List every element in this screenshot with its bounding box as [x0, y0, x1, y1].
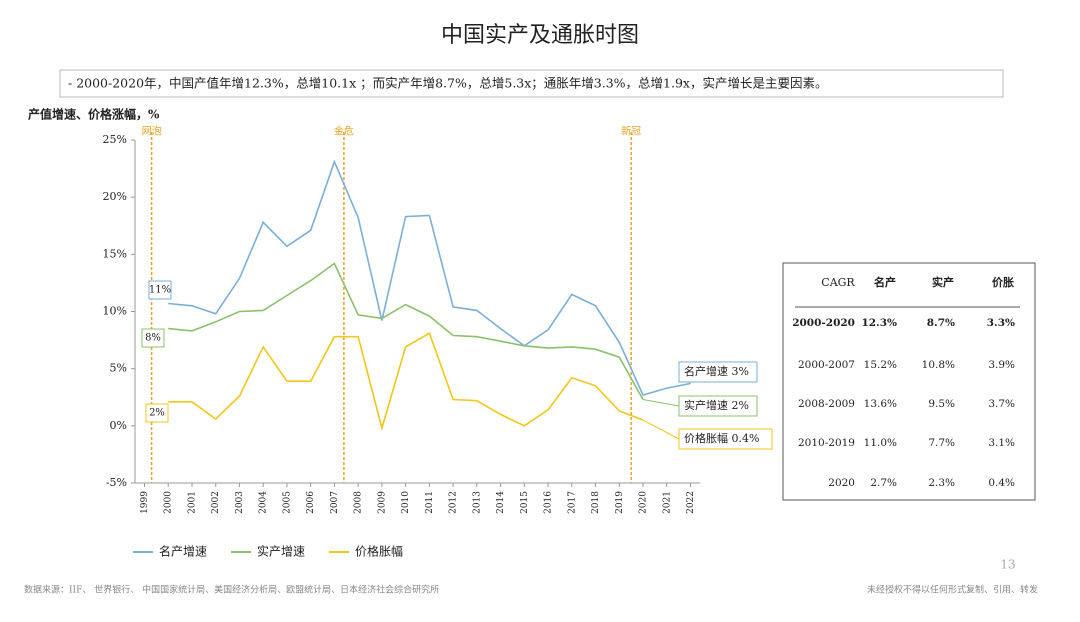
x-tick-label: 2018 [591, 491, 601, 514]
table-cell: 2020 [828, 477, 855, 489]
notice: 未经授权不得以任何形式复制、引用、转发 [867, 584, 1038, 596]
y-tick-label: 5% [110, 362, 127, 375]
table-cell: 3.9% [988, 359, 1015, 371]
end-label: 实产增速 2% [684, 398, 749, 412]
y-tick-label: 0% [110, 419, 127, 432]
x-tick-label: 2004 [259, 491, 269, 514]
table-cell: 2000-2007 [798, 359, 855, 371]
x-tick-label: 2003 [235, 491, 245, 514]
subtitle: - 2000-2020年，中国产值年增12.3%，总增10.1x ；而实产年增8… [68, 76, 827, 91]
series-line [168, 262, 644, 400]
event-label: 网泡 [142, 125, 162, 138]
x-tick-label: 2014 [496, 491, 506, 514]
y-tick-label: 15% [103, 247, 127, 260]
table-cell: 7.7% [928, 437, 955, 449]
x-tick-label: 1999 [140, 491, 150, 514]
y-axis-label: 产值增速、价格涨幅，% [28, 107, 160, 122]
table-cell: 2008-2009 [798, 398, 855, 410]
subtitle-box [59, 69, 1004, 98]
table-header: 名产 [874, 275, 896, 289]
legend-label: 价格胀幅 [355, 544, 403, 559]
event-label: 金危 [334, 125, 354, 138]
x-tick-label: 2020 [639, 491, 649, 514]
event-label: 新冠 [621, 125, 641, 138]
end-label-box [678, 428, 773, 450]
table-cell: 2000-2020 [792, 317, 855, 329]
title: 中国实产及通胀时图 [441, 23, 639, 48]
x-tick-label: 2022 [686, 491, 696, 514]
x-tick-label: 2010 [401, 491, 411, 514]
table-cell: 0.4% [988, 477, 1015, 489]
y-tick-label: 20% [103, 190, 127, 203]
table-cell: 3.1% [988, 437, 1015, 449]
end-label-box [678, 395, 758, 417]
table-cell: 9.5% [928, 398, 955, 410]
x-tick-label: 2001 [187, 491, 197, 514]
table-cell: 3.3% [987, 317, 1015, 329]
leader-line [642, 399, 680, 407]
end-label-box [678, 361, 758, 383]
x-tick-label: 2011 [425, 491, 435, 514]
x-tick-label: 2007 [330, 491, 340, 514]
start-label-box [148, 280, 172, 300]
x-tick-label: 2013 [472, 491, 482, 514]
table-header: 实产 [932, 275, 954, 289]
source: 数据来源：IIF、 世界银行、 中国国家统计局、美国经济分析局、欧盟统计局、日本… [24, 584, 439, 596]
table-cell: 2.3% [928, 477, 955, 489]
legend-label: 名产增速 [159, 544, 207, 559]
end-label: 名产增速 3% [684, 364, 749, 378]
table-cell: 3.7% [988, 398, 1015, 410]
table-box [782, 262, 1036, 501]
x-tick-label: 2017 [567, 491, 577, 514]
table-cell: 2010-2019 [798, 437, 855, 449]
x-tick-label: 2016 [544, 491, 554, 514]
x-tick-label: 2021 [662, 491, 672, 514]
x-tick-label: 2012 [449, 491, 459, 514]
y-tick-label: -5% [106, 476, 127, 489]
x-tick-label: 2008 [354, 491, 364, 514]
leader-line [642, 419, 680, 440]
x-tick-label: 2005 [282, 491, 292, 514]
legend-label: 实产增速 [257, 544, 305, 559]
table-cell: 11.0% [864, 437, 897, 449]
x-tick-label: 2006 [306, 491, 316, 514]
table-cell: 15.2% [864, 359, 897, 371]
table-cell: 12.3% [861, 317, 897, 329]
start-label-box [145, 403, 169, 423]
table-cell: 8.7% [927, 317, 955, 329]
table-header: 价胀 [992, 275, 1014, 289]
table-header: CAGR [821, 276, 855, 289]
series-line [168, 159, 691, 396]
x-tick-label: 2015 [520, 491, 530, 514]
start-label: 2% [149, 408, 165, 419]
page-number: 13 [1000, 558, 1015, 572]
table-cell: 13.6% [864, 398, 897, 410]
series-line [168, 332, 644, 432]
table-cell: 10.8% [922, 359, 955, 371]
x-tick-label: 2002 [211, 491, 221, 514]
start-label-box [141, 328, 165, 348]
y-tick-label: 10% [103, 305, 127, 318]
x-tick-label: 2019 [615, 491, 625, 514]
table-cell: 2.7% [870, 477, 897, 489]
x-tick-label: 2000 [164, 491, 174, 514]
x-tick-label: 2009 [377, 491, 387, 514]
end-label: 价格胀幅 0.4% [684, 431, 759, 445]
start-label: 11% [149, 285, 171, 296]
start-label: 8% [145, 333, 161, 344]
y-tick-label: 25% [103, 133, 127, 146]
